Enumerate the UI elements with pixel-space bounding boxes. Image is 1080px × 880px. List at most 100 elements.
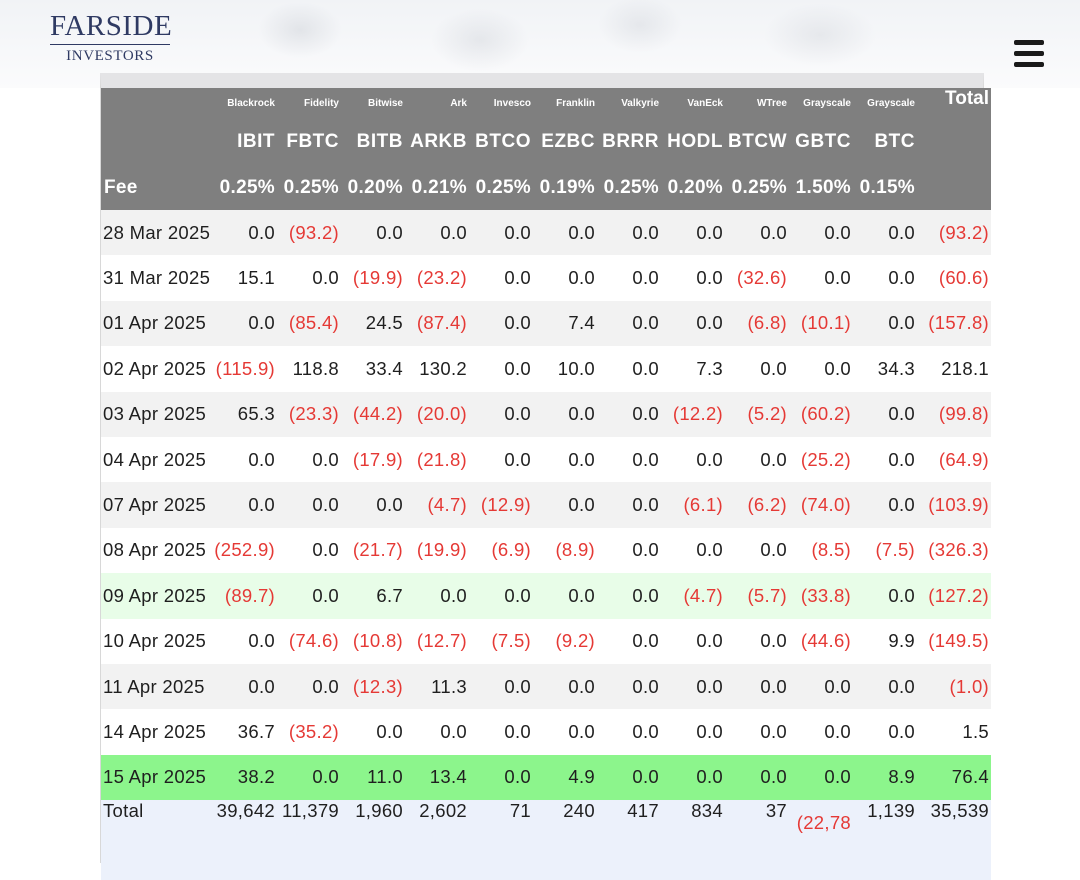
row-date: 07 Apr 2025 bbox=[101, 482, 213, 528]
flow-value: 0.0 bbox=[277, 663, 341, 710]
row-date: 08 Apr 2025 bbox=[101, 527, 213, 574]
fee-label: Fee bbox=[101, 166, 213, 210]
flow-value: 65.3 bbox=[213, 391, 277, 437]
fee-value: 0.20% bbox=[341, 166, 405, 210]
flow-value: 0.0 bbox=[533, 573, 597, 619]
fee-value: 0.25% bbox=[597, 166, 661, 210]
issuer-name: Bitwise bbox=[341, 88, 405, 118]
flow-value: 0.0 bbox=[533, 210, 597, 256]
fee-value: 0.19% bbox=[533, 166, 597, 210]
table-row: 14 Apr 2025 36.7 (35.2) 0.0 0.0 0.0 0.0 0.0 0.0 0… bbox=[101, 709, 991, 755]
issuer-name: Franklin bbox=[533, 88, 597, 118]
row-total-flow: 76.4 bbox=[917, 754, 991, 801]
fee-value: 0.15% bbox=[853, 166, 917, 210]
flow-value: 15.1 bbox=[213, 255, 277, 301]
flow-value: (12.3) bbox=[341, 663, 405, 710]
flow-value: 0.0 bbox=[277, 436, 341, 483]
row-total-flow: (1.0) bbox=[917, 663, 991, 710]
flow-value: 0.0 bbox=[725, 346, 789, 392]
flow-value: 0.0 bbox=[853, 391, 917, 437]
cumulative-total: 834 bbox=[661, 800, 725, 880]
flow-value: 0.0 bbox=[725, 754, 789, 801]
flow-value: 0.0 bbox=[405, 573, 469, 619]
total-row: Total 39,642 11,379 1,960 2,602 71 240 417 834 37… bbox=[101, 800, 991, 880]
flow-value: (6.1) bbox=[661, 482, 725, 528]
issuer-name: Grayscale bbox=[789, 88, 853, 118]
table-row: 08 Apr 2025 (252.9) 0.0 (21.7) (19.9) (6.9) (8… bbox=[101, 527, 991, 574]
flow-value: (20.0) bbox=[405, 391, 469, 437]
flow-value: 0.0 bbox=[725, 210, 789, 256]
table-row: 28 Mar 2025 0.0 (93.2) 0.0 0.0 0.0 0.0 0.0 0.0 0.… bbox=[101, 210, 991, 256]
issuer-name: Invesco bbox=[469, 88, 533, 118]
flow-value: (6.2) bbox=[725, 482, 789, 528]
flow-value: 0.0 bbox=[213, 210, 277, 256]
flow-value: (10.1) bbox=[789, 300, 853, 347]
flow-value: 0.0 bbox=[725, 527, 789, 574]
flow-value: 0.0 bbox=[277, 255, 341, 301]
flow-value: 0.0 bbox=[597, 255, 661, 301]
flow-value: 0.0 bbox=[725, 663, 789, 710]
row-date: 11 Apr 2025 bbox=[101, 663, 213, 710]
issuer-name: Valkyrie bbox=[597, 88, 661, 118]
flow-value: 0.0 bbox=[597, 527, 661, 574]
farside-logo[interactable]: FARSIDE INVESTORS bbox=[50, 10, 172, 64]
flow-value: (12.7) bbox=[405, 618, 469, 664]
flow-value: 0.0 bbox=[213, 436, 277, 483]
flow-value: 11.3 bbox=[405, 663, 469, 710]
ticker-symbol: ARKB bbox=[405, 118, 469, 166]
flow-value: 0.0 bbox=[853, 573, 917, 619]
flow-value: 0.0 bbox=[853, 255, 917, 301]
flow-value: 0.0 bbox=[277, 482, 341, 528]
flow-value: (9.2) bbox=[533, 618, 597, 664]
row-total-flow: 218.1 bbox=[917, 346, 991, 392]
flow-value: 0.0 bbox=[597, 300, 661, 347]
fee-value: 0.25% bbox=[277, 166, 341, 210]
ticker-symbol: FBTC bbox=[277, 118, 341, 166]
ticker-header-row: IBIT FBTC BITB ARKB BTCO EZBC BRRR HODL BTCW GBTC… bbox=[101, 118, 991, 166]
flow-value: 0.0 bbox=[341, 482, 405, 528]
logo-divider bbox=[50, 44, 170, 45]
flow-value: 0.0 bbox=[469, 391, 533, 437]
flow-value: 9.9 bbox=[853, 618, 917, 664]
flow-value: 0.0 bbox=[661, 436, 725, 483]
flow-value: 38.2 bbox=[213, 754, 277, 801]
flow-value: (89.7) bbox=[213, 573, 277, 619]
row-date: 10 Apr 2025 bbox=[101, 618, 213, 664]
flow-value: 0.0 bbox=[789, 663, 853, 710]
flow-value: 0.0 bbox=[597, 709, 661, 755]
flow-value: 0.0 bbox=[597, 573, 661, 619]
flow-value: 0.0 bbox=[661, 618, 725, 664]
flow-value: 0.0 bbox=[277, 527, 341, 574]
flow-value: 7.3 bbox=[661, 346, 725, 392]
ticker-symbol: BRRR bbox=[597, 118, 661, 166]
flow-value: (17.9) bbox=[341, 436, 405, 483]
header-empty-cell bbox=[917, 166, 991, 210]
header-empty-cell bbox=[917, 118, 991, 166]
flow-value: 0.0 bbox=[789, 255, 853, 301]
flow-value: 0.0 bbox=[533, 391, 597, 437]
flow-value: 0.0 bbox=[213, 663, 277, 710]
ticker-symbol: HODL bbox=[661, 118, 725, 166]
row-date: 03 Apr 2025 bbox=[101, 391, 213, 437]
flow-value: 0.0 bbox=[853, 436, 917, 483]
flow-value: (7.5) bbox=[469, 618, 533, 664]
flow-value: 0.0 bbox=[597, 663, 661, 710]
flow-value: (21.8) bbox=[405, 436, 469, 483]
fee-value: 0.25% bbox=[469, 166, 533, 210]
flow-value: (6.8) bbox=[725, 300, 789, 347]
flow-value: 0.0 bbox=[277, 573, 341, 619]
header-corner-cell bbox=[101, 88, 213, 118]
hamburger-menu-icon[interactable] bbox=[1014, 40, 1044, 67]
flow-value: (12.2) bbox=[661, 391, 725, 437]
cumulative-total: 37 bbox=[725, 800, 789, 880]
ticker-symbol: EZBC bbox=[533, 118, 597, 166]
flow-value: 0.0 bbox=[725, 618, 789, 664]
flow-value: 10.0 bbox=[533, 346, 597, 392]
row-date: 28 Mar 2025 bbox=[101, 210, 213, 256]
flow-value: 0.0 bbox=[469, 300, 533, 347]
flow-value: 0.0 bbox=[469, 754, 533, 801]
flow-value: 0.0 bbox=[597, 618, 661, 664]
menu-bar bbox=[1014, 62, 1044, 67]
flow-value: 0.0 bbox=[789, 709, 853, 755]
flow-value: 0.0 bbox=[213, 618, 277, 664]
